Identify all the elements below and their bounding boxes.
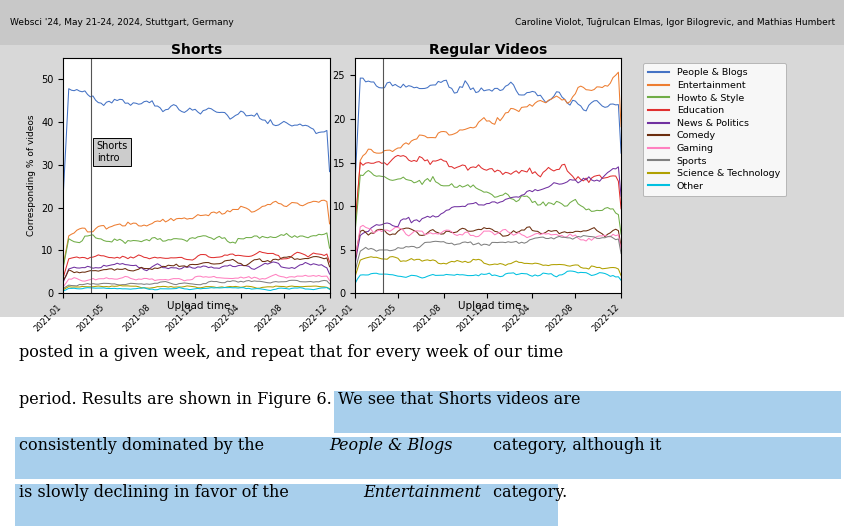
- Text: Upload time: Upload time: [457, 301, 522, 311]
- Bar: [15, 437, 840, 479]
- Text: People & Blogs: People & Blogs: [329, 437, 452, 454]
- Text: Caroline Violot, Tuğrulcan Elmas, Igor Bilogrevic, and Mathias Humbert: Caroline Violot, Tuğrulcan Elmas, Igor B…: [514, 18, 834, 27]
- Text: category, although it: category, although it: [488, 437, 661, 454]
- Text: consistently dominated by the: consistently dominated by the: [19, 437, 268, 454]
- Title: Regular Videos: Regular Videos: [429, 43, 546, 57]
- Bar: [15, 484, 557, 526]
- Text: We see that Shorts videos are: We see that Shorts videos are: [338, 391, 580, 408]
- Text: is slowly declining in favor of the: is slowly declining in favor of the: [19, 484, 293, 501]
- Text: category.: category.: [488, 484, 567, 501]
- Text: Upload time: Upload time: [166, 301, 230, 311]
- Legend: People & Blogs, Entertainment, Howto & Style, Education, News & Politics, Comedy: People & Blogs, Entertainment, Howto & S…: [642, 63, 785, 196]
- Text: Websci '24, May 21-24, 2024, Stuttgart, Germany: Websci '24, May 21-24, 2024, Stuttgart, …: [10, 18, 234, 27]
- Text: Entertainment: Entertainment: [363, 484, 480, 501]
- Text: Shorts
intro: Shorts intro: [96, 142, 127, 163]
- Text: period. Results are shown in Figure 6.: period. Results are shown in Figure 6.: [19, 391, 336, 408]
- Y-axis label: Corresponding % of videos: Corresponding % of videos: [27, 115, 35, 237]
- Text: posted in a given week, and repeat that for every week of our time: posted in a given week, and repeat that …: [19, 344, 562, 361]
- Title: Shorts: Shorts: [170, 43, 222, 57]
- Bar: [333, 391, 840, 433]
